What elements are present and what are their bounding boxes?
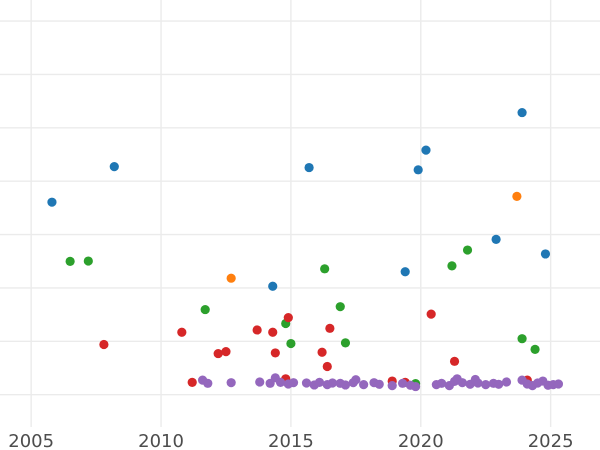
x-tick-label: 2015 <box>268 431 314 450</box>
data-point <box>322 361 332 372</box>
data-point <box>252 325 262 335</box>
data-point <box>449 356 460 366</box>
data-point <box>494 379 504 389</box>
data-point <box>462 245 473 255</box>
data-point <box>226 378 236 388</box>
data-point <box>213 348 223 359</box>
data-point <box>275 377 286 387</box>
data-point <box>99 339 109 350</box>
data-point <box>286 338 296 349</box>
data-point <box>47 197 57 207</box>
data-point <box>436 378 447 388</box>
data-point <box>351 375 361 385</box>
series-group <box>65 245 540 389</box>
data-point <box>447 261 457 271</box>
data-point <box>517 334 527 344</box>
data-point <box>268 281 278 291</box>
data-point <box>221 347 231 357</box>
data-point <box>457 378 467 388</box>
data-point <box>268 327 278 337</box>
data-point <box>200 304 210 315</box>
data-point <box>481 380 491 390</box>
data-point <box>512 191 522 201</box>
data-point <box>387 380 397 391</box>
data-point <box>397 378 408 388</box>
data-point <box>400 267 410 277</box>
data-point <box>317 347 327 357</box>
series-group <box>47 107 551 291</box>
data-point <box>413 165 423 175</box>
grid <box>0 0 600 427</box>
data-point <box>374 379 384 389</box>
data-point <box>288 378 299 388</box>
data-point <box>517 107 527 118</box>
series-group <box>226 191 522 283</box>
x-axis-ticks: 2005 2010 2015 2020 2025 <box>8 431 573 450</box>
data-point <box>540 249 551 259</box>
x-tick-label: 2020 <box>398 431 444 450</box>
data-point <box>226 273 236 283</box>
x-tick-label: 2025 <box>528 431 574 450</box>
x-tick-label: 2010 <box>138 431 184 450</box>
data-point <box>65 256 75 266</box>
data-point <box>283 313 293 323</box>
data-point <box>314 377 325 387</box>
data-point <box>109 161 119 172</box>
data-point <box>187 377 197 387</box>
series-group <box>197 373 564 392</box>
data-point <box>421 145 431 155</box>
data-point <box>83 256 93 266</box>
data-point <box>255 377 265 387</box>
data-points <box>47 107 564 392</box>
data-point <box>327 378 338 388</box>
x-tick-label: 2005 <box>8 431 54 450</box>
data-point <box>553 379 564 389</box>
data-point <box>473 378 483 388</box>
data-point <box>325 323 335 333</box>
data-point <box>304 162 314 173</box>
data-point <box>410 381 421 392</box>
data-point <box>335 302 345 312</box>
data-point <box>301 378 312 388</box>
data-point <box>426 309 436 319</box>
data-point <box>501 377 512 387</box>
data-point <box>320 264 330 274</box>
data-point <box>203 378 213 388</box>
data-point <box>340 380 351 390</box>
data-point <box>340 338 351 348</box>
data-point <box>491 234 501 244</box>
series-group <box>99 309 532 387</box>
data-point <box>177 327 187 337</box>
data-point <box>359 380 369 390</box>
data-point <box>530 344 540 354</box>
data-point <box>270 348 280 358</box>
